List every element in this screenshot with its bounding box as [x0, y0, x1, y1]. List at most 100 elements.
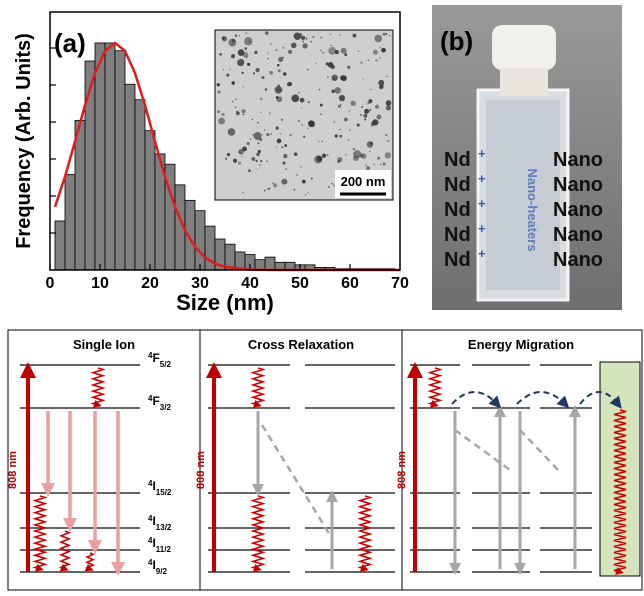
particle	[325, 62, 329, 66]
particle	[245, 32, 248, 34]
particle	[266, 160, 268, 162]
bar	[124, 83, 136, 271]
cap	[492, 25, 556, 70]
level-sup: 4	[148, 558, 153, 567]
x-tick-label: 30	[191, 275, 209, 292]
particle	[360, 61, 363, 64]
particle	[301, 124, 304, 126]
particle	[364, 108, 370, 114]
particle	[235, 98, 237, 101]
particle	[248, 40, 251, 43]
particle	[234, 34, 238, 37]
ion-label: Nd	[444, 224, 471, 246]
particle	[366, 141, 374, 148]
pump-label: 808 nm	[7, 451, 19, 489]
nano-label: Nano	[553, 249, 603, 271]
particle	[241, 71, 244, 74]
particle	[385, 134, 388, 136]
particle	[379, 163, 382, 166]
particle	[254, 50, 258, 55]
particle	[290, 42, 297, 49]
particle	[288, 82, 293, 86]
particle	[300, 166, 302, 168]
particle	[340, 104, 342, 106]
particle	[256, 168, 259, 170]
particle	[228, 38, 237, 47]
level-sup: 4	[148, 351, 153, 360]
level-label: 4F3/2	[148, 394, 171, 412]
particle	[270, 133, 273, 135]
particle	[278, 56, 284, 62]
particle	[257, 149, 261, 154]
level-sub: 15/2	[156, 488, 172, 497]
diagram-box	[199, 329, 403, 591]
particle	[242, 52, 249, 58]
particle	[301, 107, 303, 109]
nano-label: Nano	[553, 199, 603, 221]
particle	[261, 75, 265, 80]
particle	[331, 89, 335, 94]
particle	[259, 164, 261, 166]
particle	[281, 146, 284, 149]
bar	[54, 220, 66, 271]
particle	[256, 152, 260, 157]
particle	[253, 132, 262, 140]
particle	[289, 134, 292, 137]
x-tick-label: 50	[291, 275, 309, 292]
particle	[237, 161, 242, 165]
migration-arrow	[579, 391, 622, 409]
particle	[259, 97, 263, 101]
particle	[242, 86, 245, 88]
particle	[356, 123, 360, 127]
x-tick-label: 20	[141, 275, 159, 292]
particle	[369, 150, 371, 153]
particle	[221, 112, 225, 117]
level-term: I	[152, 558, 155, 572]
particle	[267, 57, 269, 60]
particle	[333, 121, 336, 123]
particle	[339, 134, 343, 138]
particle	[263, 189, 266, 192]
particle	[384, 152, 392, 159]
particle	[342, 99, 344, 102]
particle	[241, 155, 243, 157]
level-sub: 3/2	[160, 403, 172, 412]
relaxation-wave	[613, 409, 627, 575]
particle	[307, 101, 310, 104]
particle	[264, 88, 268, 91]
particle	[287, 49, 293, 54]
scale-bar-label: 200 nm	[341, 174, 386, 189]
level-label: 4I11/2	[148, 536, 171, 554]
nano-label: Nano	[553, 224, 603, 246]
particle	[272, 182, 274, 185]
particle	[319, 103, 323, 107]
liquid	[486, 100, 560, 290]
cr-link	[519, 429, 561, 473]
particle	[306, 68, 309, 71]
level-sub: 13/2	[156, 523, 172, 532]
particle	[291, 94, 300, 103]
pump-label: 808 nm	[195, 451, 207, 489]
particle	[327, 186, 330, 188]
panel-label: (a)	[54, 28, 86, 58]
particle	[376, 114, 382, 120]
level-sup: 4	[148, 479, 153, 488]
photo-panel: (b) Nd + Nano Nd + Nano Nd + Nano Nd + Nano Nd + Nano Na…	[432, 5, 622, 310]
particle	[386, 75, 388, 78]
charge-label: +	[478, 171, 486, 186]
particle	[298, 92, 300, 94]
relaxation-wave	[90, 367, 106, 408]
particle	[385, 33, 388, 35]
particle	[248, 169, 251, 173]
x-tick-label: 40	[241, 275, 259, 292]
particle	[373, 163, 375, 166]
histogram-panel: 0 10 20 30 40 50 60 70 Size (nm) Frequency (Arb. …	[13, 11, 409, 315]
particle	[255, 67, 260, 73]
particle	[378, 79, 385, 86]
particle	[371, 125, 373, 127]
particle	[237, 49, 245, 56]
bar	[264, 256, 276, 271]
bar	[74, 119, 86, 271]
cr-link	[454, 428, 511, 472]
level-label: 4F5/2	[148, 351, 171, 369]
